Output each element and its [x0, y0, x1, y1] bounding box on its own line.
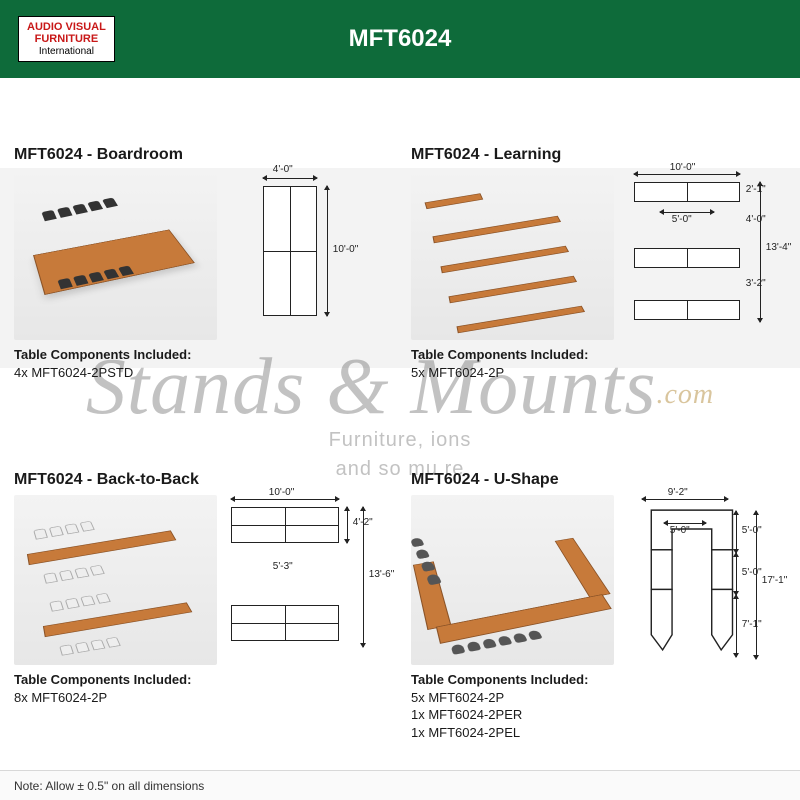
panel-title-ushape: MFT6024 - U-Shape	[411, 471, 786, 489]
components-boardroom: Table Components Included: 4x MFT6024-2P…	[14, 346, 389, 381]
panel-title-boardroom: MFT6024 - Boardroom	[14, 146, 389, 164]
logo: AUDIO VISUAL FURNITURE International	[18, 16, 115, 63]
dim-u-innerw: 5'-0"	[670, 525, 690, 536]
component-line: 5x MFT6024-2P	[411, 364, 786, 382]
dim-learning-bh: 3'-2"	[746, 278, 766, 289]
dim-learning-topw: 10'-0"	[670, 162, 695, 173]
layout-grid: MFT6024 - Boardroom 4'-0"	[14, 146, 786, 770]
component-line: 1x MFT6024-2PER	[411, 706, 786, 724]
render-ushape	[411, 495, 614, 665]
components-title: Table Components Included:	[411, 671, 786, 689]
dim-b2b-gap: 5'-3"	[273, 561, 293, 572]
dim-learning-innerw: 5'-0"	[672, 214, 692, 225]
footer-note: Note: Allow ± 0.5" on all dimensions	[0, 770, 800, 800]
panel-back-to-back: MFT6024 - Back-to-Back	[14, 471, 389, 770]
render-b2b	[14, 495, 217, 665]
components-title: Table Components Included:	[14, 671, 389, 689]
render-learning	[411, 170, 614, 340]
dim-boardroom-height: 10'-0"	[333, 244, 358, 255]
dim-boardroom-width: 4'-0"	[273, 164, 293, 175]
diagram-b2b: 10'-0" 4'-2" 5'-3" 13'-6"	[227, 495, 389, 665]
render-boardroom	[14, 170, 217, 340]
header-bar: AUDIO VISUAL FURNITURE International MFT…	[0, 0, 800, 78]
dim-learning-gap: 4'-0"	[746, 214, 766, 225]
panel-title-b2b: MFT6024 - Back-to-Back	[14, 471, 389, 489]
page-title: MFT6024	[349, 25, 452, 53]
panel-boardroom: MFT6024 - Boardroom 4'-0"	[14, 146, 389, 445]
dim-learning-totalh: 13'-4"	[766, 242, 791, 253]
content-area: Stands & Mounts.com Furniture, ions and …	[0, 78, 800, 770]
footer-note-text: Note: Allow ± 0.5" on all dimensions	[14, 779, 204, 793]
logo-line-1: AUDIO VISUAL	[27, 21, 106, 34]
dim-u-seg3: 7'-1"	[742, 619, 762, 630]
component-line: 5x MFT6024-2P	[411, 689, 786, 707]
dim-u-totalh: 17'-1"	[762, 575, 787, 586]
logo-line-2: FURNITURE	[27, 33, 106, 46]
logo-line-3: International	[27, 46, 106, 58]
components-ushape: Table Components Included: 5x MFT6024-2P…	[411, 671, 786, 741]
component-line: 1x MFT6024-2PEL	[411, 724, 786, 742]
panel-learning: MFT6024 - Learning 10'-0" 2'-1" 5'-0"	[411, 146, 786, 445]
components-title: Table Components Included:	[14, 346, 389, 364]
dim-b2b-totalh: 13'-6"	[369, 569, 394, 580]
components-learning: Table Components Included: 5x MFT6024-2P	[411, 346, 786, 381]
components-title: Table Components Included:	[411, 346, 786, 364]
component-line: 4x MFT6024-2PSTD	[14, 364, 389, 382]
panel-title-learning: MFT6024 - Learning	[411, 146, 786, 164]
dim-u-width: 9'-2"	[668, 487, 688, 498]
dim-b2b-width: 10'-0"	[269, 487, 294, 498]
panel-u-shape: MFT6024 - U-Shape	[411, 471, 786, 770]
diagram-learning: 10'-0" 2'-1" 5'-0" 4'-0" 13'-4" 3'-2"	[624, 170, 786, 340]
diagram-ushape: 9'-2" 5'-0" 5'-0" 5'-0" 7'-1" 17'-1"	[624, 495, 786, 665]
dim-u-seg1: 5'-0"	[742, 525, 762, 536]
component-line: 8x MFT6024-2P	[14, 689, 389, 707]
components-b2b: Table Components Included: 8x MFT6024-2P	[14, 671, 389, 706]
dim-u-seg2: 5'-0"	[742, 567, 762, 578]
diagram-boardroom: 4'-0" 10'-0"	[227, 170, 389, 340]
